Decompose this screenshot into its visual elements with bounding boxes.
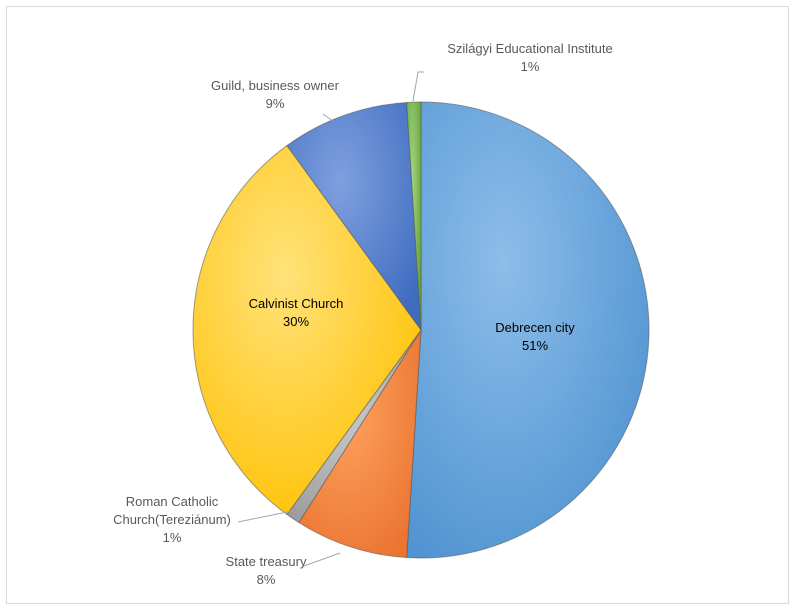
leader-line-szilagyi	[412, 71, 424, 102]
leader-line-roman	[237, 510, 293, 523]
pie-slice-state-treasury	[298, 329, 422, 559]
label-szilagyi-percent: 1%	[521, 59, 540, 74]
label-state-percent: 8%	[257, 572, 276, 587]
label-calvinist-name: Calvinist Church	[249, 296, 344, 311]
label-guild-name: Guild, business owner	[211, 78, 340, 93]
pie-slice-debrecen-city	[406, 101, 650, 559]
label-state-name: State treasury	[226, 554, 307, 569]
label-roman-name-2: Church(Tereziánum)	[113, 512, 231, 527]
pie-slice-szil-gyi-educational-institute	[406, 101, 422, 331]
label-szilagyi-name: Szilágyi Educational Institute	[447, 41, 612, 56]
label-roman-percent: 1%	[163, 530, 182, 545]
leader-line-guild	[322, 113, 334, 122]
pie-slice-guild-business-owner	[286, 101, 422, 332]
pie-slice-calvinist-church	[192, 144, 422, 516]
label-debrecen-percent: 51%	[522, 338, 548, 353]
leader-line-state	[303, 552, 341, 567]
label-roman-name-1: Roman Catholic	[126, 494, 219, 509]
label-calvinist-percent: 30%	[283, 314, 309, 329]
label-debrecen-name: Debrecen city	[495, 320, 575, 335]
label-guild-percent: 9%	[266, 96, 285, 111]
